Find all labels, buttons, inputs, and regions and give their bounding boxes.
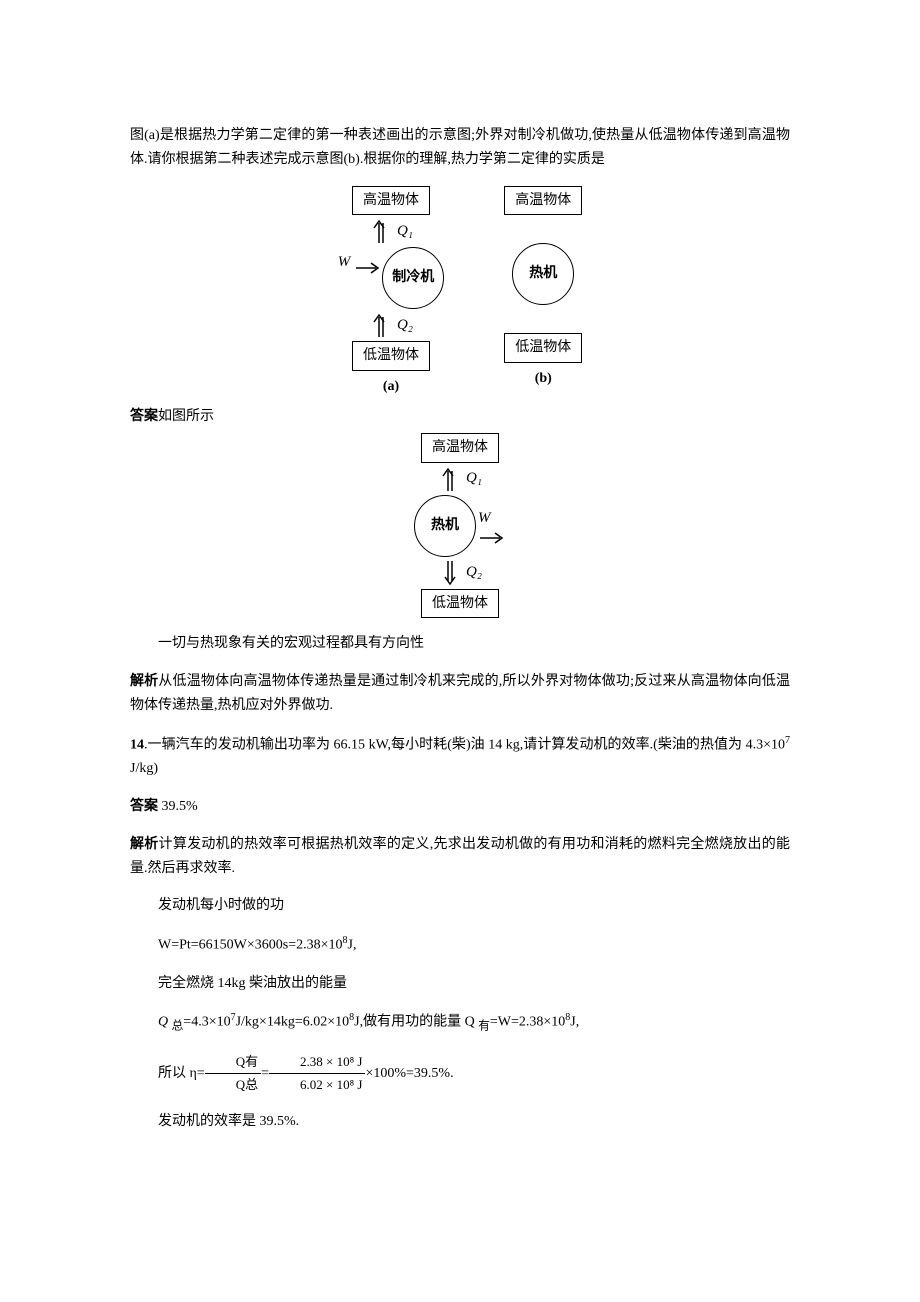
q2-label-a: Q₂ (397, 313, 413, 339)
w-label-a: W (338, 250, 351, 276)
answer14-text: 39.5% (158, 799, 198, 814)
document-page: 图(a)是根据热力学第二定律的第一种表述画出的示意图;外界对制冷机做功,使热量从… (0, 0, 920, 1302)
machine-label-ans: 热机 (431, 514, 459, 538)
arrow-right-w-a (354, 261, 382, 275)
frac1-den: Q总 (205, 1074, 261, 1096)
exp1-text: 从低温物体向高温物体传递热量是通过制冷机来完成的,所以外界对物体做功;反过来从高… (130, 674, 790, 713)
l4-c: J/kg×14kg=6.02×10 (236, 1015, 350, 1030)
step-l5: 所以 η=Q有Q总=2.38 × 10⁸ J6.02 × 10⁸ J×100%=… (130, 1051, 790, 1096)
intro-paragraph: 图(a)是根据热力学第二定律的第一种表述画出的示意图;外界对制冷机做功,使热量从… (130, 124, 790, 172)
figure-b: 高温物体 热机 低温物体 (b) (504, 186, 582, 399)
cold-body-box-ans: 低温物体 (421, 589, 499, 619)
l4-d: J,做有用功的能量 Q (354, 1015, 478, 1030)
l4-sub2: 有 (478, 1020, 490, 1033)
l4-e: =W=2.38×10 (490, 1015, 565, 1030)
exp14-label: 解析 (130, 837, 159, 852)
machine-circle-ans: 热机 (414, 495, 476, 557)
arrow-right-w-ans (478, 531, 506, 545)
q1-label-ans: Q₁ (466, 466, 482, 492)
q14-paragraph: 14.一辆汽车的发动机输出功率为 66.15 kW,每小时耗(柴)油 14 kg… (130, 732, 790, 781)
l5-post: ×100%=39.5%. (365, 1066, 453, 1081)
arrow-up-q1-ans (438, 465, 466, 493)
answer14-row: 答案 39.5% (130, 795, 790, 819)
cold-body-box-a: 低温物体 (352, 341, 430, 371)
frac2-den: 6.02 × 10⁸ J (269, 1074, 365, 1096)
cold-body-box-b: 低温物体 (504, 333, 582, 363)
intro-text: 图(a)是根据热力学第二定律的第一种表述画出的示意图;外界对制冷机做功,使热量从… (130, 128, 790, 167)
caption-b: (b) (535, 367, 552, 391)
step-l4: Q 总=4.3×107J/kg×14kg=6.02×108J,做有用功的能量 Q… (130, 1009, 790, 1036)
explanation-1: 解析从低温物体向高温物体传递热量是通过制冷机来完成的,所以外界对物体做功;反过来… (130, 670, 790, 718)
machine-circle-b: 热机 (512, 243, 574, 305)
l2-post: J, (348, 938, 357, 953)
machine-label-a: 制冷机 (392, 266, 434, 290)
exp-label-1: 解析 (130, 674, 158, 689)
figure-answer: 高温物体 Q₁ 热机 W (414, 433, 506, 619)
answer-row: 答案如图所示 (130, 405, 790, 429)
exp14-intro-text: 计算发动机的热效率可根据热机效率的定义,先求出发动机做的有用功和消耗的燃料完全燃… (130, 837, 790, 876)
hot-body-box-a: 高温物体 (352, 186, 430, 216)
frac1-num: Q有 (205, 1051, 261, 1074)
q14-text: .一辆汽车的发动机输出功率为 66.15 kW,每小时耗(柴)油 14 kg,请… (144, 737, 785, 752)
l4-a: Q (158, 1015, 172, 1030)
step-l6: 发动机的效率是 39.5%. (130, 1110, 790, 1134)
q14-sup: 7 (785, 735, 790, 746)
q2-label-ans: Q₂ (466, 560, 482, 586)
gap-line-b2 (533, 305, 553, 333)
arrow-up-q1-a (369, 217, 397, 245)
answer14-label: 答案 (130, 799, 158, 814)
q1-label-a: Q₁ (397, 219, 413, 245)
caption-a: (a) (383, 375, 399, 399)
l5-eq: = (261, 1066, 269, 1081)
q14-tail: J/kg) (130, 761, 158, 776)
figure-a: 高温物体 Q₁ W 制冷机 (338, 186, 445, 399)
hot-body-box-b: 高温物体 (504, 186, 582, 216)
machine-circle-a: 制冷机 (382, 247, 444, 309)
step-l1: 发动机每小时做的功 (130, 894, 790, 918)
l5-pre: 所以 η= (158, 1066, 205, 1081)
figure-row-ab: 高温物体 Q₁ W 制冷机 (130, 186, 790, 399)
arrow-down-q2-ans (438, 559, 466, 587)
essence-text: 一切与热现象有关的宏观过程都具有方向性 (130, 632, 790, 656)
q14-number: 14 (130, 737, 144, 752)
machine-label-b: 热机 (529, 262, 557, 286)
step-l3: 完全燃烧 14kg 柴油放出的能量 (130, 972, 790, 996)
l4-sub1: 总 (172, 1020, 184, 1033)
w-label-ans: W (478, 506, 491, 532)
explanation14-intro: 解析计算发动机的热效率可根据热机效率的定义,先求出发动机做的有用功和消耗的燃料完… (130, 833, 790, 881)
fraction-2: 2.38 × 10⁸ J6.02 × 10⁸ J (269, 1051, 365, 1096)
answer-label: 答案 (130, 409, 158, 424)
gap-line-b1 (533, 215, 553, 243)
arrow-up-q2-a (369, 311, 397, 339)
step-l2: W=Pt=66150W×3600s=2.38×108J, (130, 932, 790, 957)
fraction-1: Q有Q总 (205, 1051, 261, 1096)
l4-f: J, (570, 1015, 579, 1030)
l2-pre: W=Pt=66150W×3600s=2.38×10 (158, 938, 343, 953)
answer-text: 如图所示 (158, 409, 214, 424)
hot-body-box-ans: 高温物体 (421, 433, 499, 463)
l4-b: =4.3×10 (183, 1015, 230, 1030)
frac2-num: 2.38 × 10⁸ J (269, 1051, 365, 1074)
